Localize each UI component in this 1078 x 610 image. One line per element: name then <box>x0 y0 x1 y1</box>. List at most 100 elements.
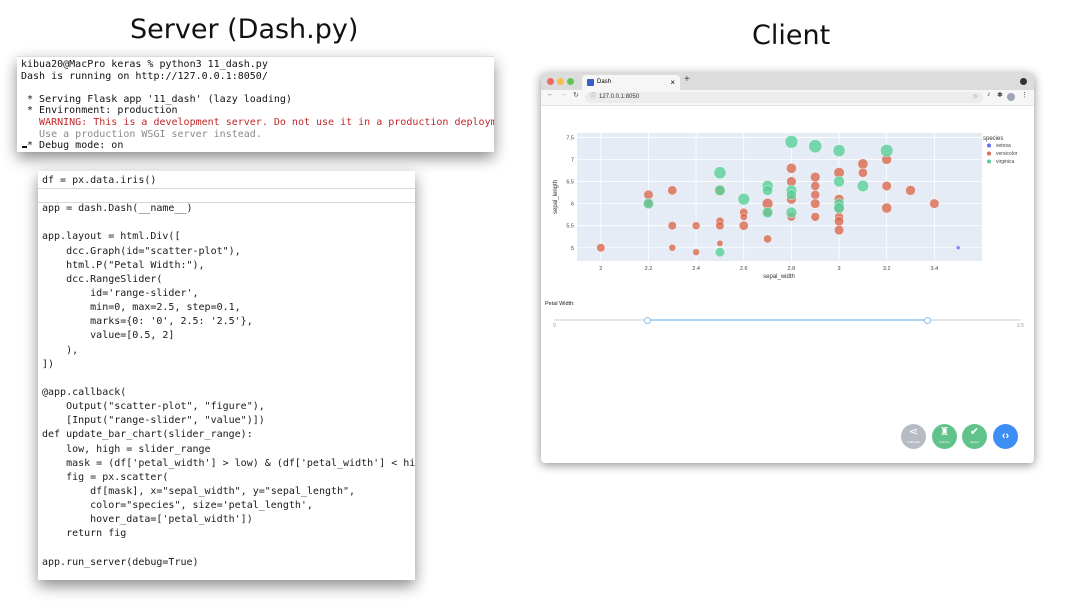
profile-avatar[interactable] <box>1007 93 1015 101</box>
scatter-point-setosa[interactable] <box>955 245 961 250</box>
code-content: df = px.data.iris() app = dash.Dash(__nam… <box>42 174 415 570</box>
scatter-point-versicolor[interactable] <box>667 221 677 231</box>
scatter-point-versicolor[interactable] <box>763 234 772 244</box>
plot-area <box>577 133 982 261</box>
legend-marker-virginica[interactable] <box>987 159 991 164</box>
code-line: df = px.data.iris() <box>42 175 157 186</box>
tab-close-icon[interactable]: × <box>670 78 675 87</box>
scatter-point-versicolor[interactable] <box>857 158 869 170</box>
address-bar[interactable]: ⓘ 127.0.0.1:8050 ☆ <box>585 92 983 103</box>
extensions-puzzle-icon[interactable]: ✱ <box>997 92 1003 99</box>
scatter-point-virginica[interactable] <box>784 135 799 149</box>
scatter-point-virginica[interactable] <box>715 247 725 258</box>
scatter-point-versicolor[interactable] <box>905 185 916 196</box>
scatter-point-versicolor[interactable] <box>810 198 821 209</box>
petal-width-range-slider[interactable] <box>554 315 1021 325</box>
browser-account-icon[interactable] <box>1020 78 1027 85</box>
scatter-point-versicolor[interactable] <box>858 167 868 178</box>
scatter-point-versicolor[interactable] <box>643 189 654 200</box>
legend-item-versicolor[interactable]: versicolor <box>996 151 1018 157</box>
scatter-point-virginica[interactable] <box>643 198 654 210</box>
scatter-point-virginica[interactable] <box>833 175 845 188</box>
scatter-point-versicolor[interactable] <box>881 181 892 191</box>
scatter-point-virginica[interactable] <box>832 144 846 157</box>
bookmark-star-icon[interactable]: ☆ <box>972 94 978 100</box>
slider-min-mark: 0 <box>553 323 556 329</box>
code-toggle-button[interactable]: ‹› <box>993 424 1018 449</box>
close-window-button[interactable] <box>547 78 554 85</box>
scatter-point-versicolor[interactable] <box>738 220 749 231</box>
errors-button[interactable]: ♜ 0 Errors <box>932 424 957 449</box>
legend-marker-setosa[interactable] <box>987 143 991 148</box>
terminal-line: Use a production WSGI server instead. <box>21 128 262 140</box>
code-line: value=[0.5, 2] <box>42 330 175 342</box>
scatter-point-versicolor[interactable] <box>691 221 701 230</box>
code-line: fig = px.scatter( <box>42 471 169 483</box>
tab-bar: Dash × + <box>541 73 1034 90</box>
scatter-point-versicolor[interactable] <box>692 248 700 256</box>
terminal-line: * Debug mode: on <box>21 140 124 152</box>
terminal-line <box>21 82 494 94</box>
maximize-window-button[interactable] <box>567 78 574 85</box>
terminal-line: WARNING: This is a development server. D… <box>21 116 494 128</box>
extension-icon[interactable]: ♪ <box>987 91 991 98</box>
scatter-point-virginica[interactable] <box>762 206 774 219</box>
scatter-point-versicolor[interactable] <box>929 198 940 209</box>
scatter-point-versicolor[interactable] <box>668 244 676 252</box>
scatter-point-virginica[interactable] <box>713 166 727 180</box>
slider-handle-low[interactable] <box>643 317 651 324</box>
y-tick-label: 6.5 <box>566 180 574 186</box>
code-brackets-icon: ‹› <box>1001 430 1010 442</box>
scatter-point-virginica[interactable] <box>833 202 845 214</box>
scatter-point-virginica[interactable] <box>808 139 823 154</box>
legend-marker-versicolor[interactable] <box>987 151 991 156</box>
navigation-bar: ← → ↻ ⓘ 127.0.0.1:8050 ☆ ♪ ✱ ⋮ <box>541 90 1034 106</box>
scatter-point-virginica[interactable] <box>737 193 750 206</box>
scatter-point-versicolor[interactable] <box>834 225 844 236</box>
x-tick-label: 2.4 <box>692 266 700 272</box>
scatter-point-versicolor[interactable] <box>810 181 820 191</box>
favicon-icon <box>587 79 594 86</box>
code-line <box>42 372 415 386</box>
minimize-window-button[interactable] <box>557 78 564 85</box>
code-line: ), <box>42 344 79 356</box>
scatter-point-versicolor[interactable] <box>810 172 821 183</box>
scatter-plot[interactable]: 2 2.2 2.4 2.6 2.8 3 3.2 3.4 5 5.5 6 6.5 7 7.5 sepal_w… <box>541 126 1034 306</box>
back-icon[interactable]: ← <box>547 91 554 98</box>
scatter-point-versicolor[interactable] <box>715 221 725 231</box>
legend-item-setosa[interactable]: setosa <box>996 143 1011 149</box>
legend-item-virginica[interactable]: virginica <box>996 159 1015 165</box>
scatter-point-virginica[interactable] <box>762 185 773 196</box>
scatter-point-versicolor[interactable] <box>834 216 844 227</box>
code-line: dcc.Graph(id="scatter-plot"), <box>42 245 241 257</box>
code-line <box>42 216 415 230</box>
code-line: [Input("range-slider", "value")]) <box>42 415 265 427</box>
scatter-point-virginica[interactable] <box>880 144 894 158</box>
reload-icon[interactable]: ↻ <box>573 92 579 99</box>
y-tick-label: 6 <box>571 202 574 208</box>
callbacks-button[interactable]: ⋖ Callbacks <box>901 424 926 449</box>
scatter-point-virginica[interactable] <box>856 179 869 192</box>
scatter-point-versicolor[interactable] <box>810 212 820 222</box>
scatter-point-versicolor[interactable] <box>786 163 797 174</box>
x-tick-label: 3.4 <box>931 266 939 272</box>
scatter-point-versicolor[interactable] <box>667 185 678 196</box>
code-line: app = dash.Dash(__name__) <box>42 203 193 215</box>
share-icon: ⋖ <box>908 426 919 438</box>
x-tick-label: 3.2 <box>883 266 891 272</box>
scatter-point-versicolor[interactable] <box>739 212 748 221</box>
scatter-point-versicolor[interactable] <box>810 190 820 200</box>
more-menu-icon[interactable]: ⋮ <box>1021 92 1028 99</box>
tab-dash[interactable]: Dash × <box>582 75 680 90</box>
scatter-point-virginica[interactable] <box>785 206 797 219</box>
scatter-point-versicolor[interactable] <box>881 202 892 214</box>
forward-icon[interactable]: → <box>560 91 567 98</box>
scatter-point-virginica[interactable] <box>714 184 726 196</box>
y-tick-label: 5.5 <box>566 224 574 230</box>
scatter-point-virginica[interactable] <box>786 189 797 201</box>
new-tab-button[interactable]: + <box>684 74 690 85</box>
scatter-point-versicolor[interactable] <box>716 239 724 247</box>
slider-handle-high[interactable] <box>924 317 932 324</box>
server-status-button[interactable]: ✔ Server <box>962 424 987 449</box>
scatter-point-versicolor[interactable] <box>596 243 606 253</box>
